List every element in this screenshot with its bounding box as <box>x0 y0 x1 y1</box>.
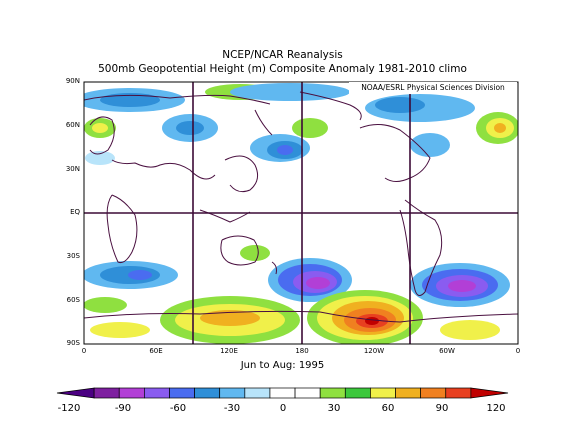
lat-label: 60N <box>65 121 80 129</box>
map-title: NCEP/NCAR Reanalysis <box>222 49 343 61</box>
lon-label: 60E <box>149 347 163 355</box>
lon-label: 120E <box>220 347 238 355</box>
lat-label: 30N <box>65 165 80 173</box>
colorbar-swatch <box>194 387 221 399</box>
lon-label: 180 <box>295 347 309 355</box>
colorbar-tick-label: 60 <box>381 403 395 414</box>
colorbar-swatch <box>470 387 509 399</box>
colorbar-swatch <box>93 387 120 399</box>
colorbar-tick-label: 90 <box>435 403 449 414</box>
colorbar-tick-label: -90 <box>114 403 132 414</box>
period-label: Jun to Aug: 1995 <box>240 360 325 371</box>
colorbar-swatch <box>169 387 195 399</box>
lon-label: 120W <box>363 347 385 355</box>
colorbar-tick-label: -60 <box>169 403 187 414</box>
colorbar-swatch <box>294 387 321 399</box>
colorbar-swatch <box>395 387 421 399</box>
coastlines <box>84 91 518 323</box>
colorbar-swatch <box>269 387 296 399</box>
colorbar <box>56 387 509 399</box>
colorbar-tick-label: 0 <box>279 403 287 414</box>
lat-label: 60S <box>66 296 80 304</box>
colorbar-tick-label: 30 <box>327 403 341 414</box>
anomaly-fields <box>84 83 518 344</box>
colorbar-swatch <box>219 387 246 399</box>
lon-label: 0 <box>81 347 87 355</box>
colorbar-tick-label: 120 <box>486 403 506 414</box>
lat-label: EQ <box>70 208 80 216</box>
colorbar-tick-label: -120 <box>57 403 81 414</box>
colorbar-swatch <box>445 387 472 399</box>
colorbar-swatch <box>344 387 371 399</box>
colorbar-swatch <box>319 387 346 399</box>
map-frame <box>83 81 519 345</box>
lat-label: 30S <box>66 252 80 260</box>
colorbar-tick-label: -30 <box>223 403 241 414</box>
map-subtitle: 500mb Geopotential Height (m) Composite … <box>98 63 467 75</box>
lat-label: 90S <box>66 339 80 347</box>
credit-label: NOAA/ESRL Physical Sciences Division <box>349 82 517 94</box>
colorbar-swatch <box>144 387 170 399</box>
colorbar-swatch <box>370 387 396 399</box>
colorbar-swatch <box>56 387 95 399</box>
lon-label: 0 <box>515 347 521 355</box>
lat-label: 90N <box>65 77 80 85</box>
grid-lines <box>84 82 518 344</box>
lon-label: 60W <box>439 347 455 355</box>
colorbar-swatch <box>420 387 447 399</box>
colorbar-swatch <box>244 387 271 399</box>
colorbar-swatch <box>118 387 145 399</box>
